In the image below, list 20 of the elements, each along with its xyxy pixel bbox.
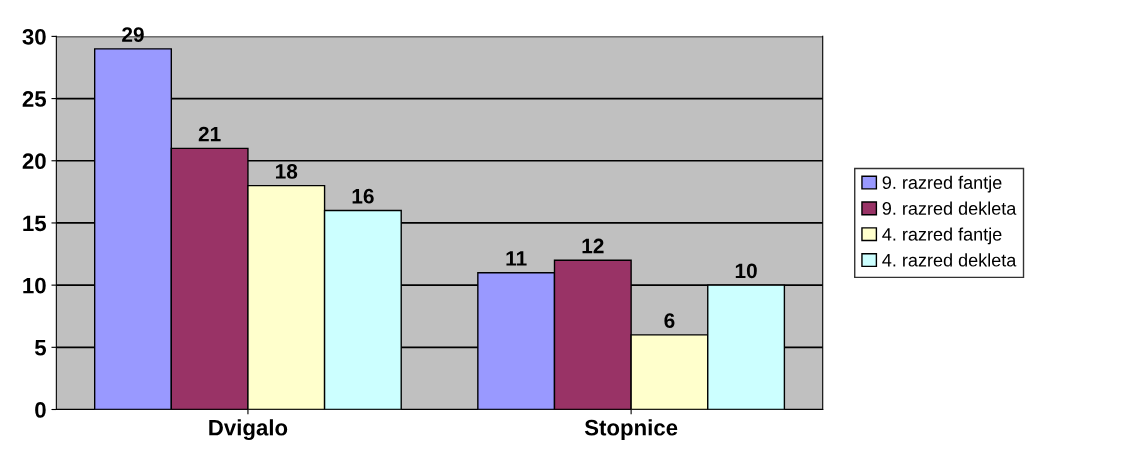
- y-tick-label: 30: [22, 28, 46, 45]
- y-tick-label: 10: [23, 277, 46, 294]
- data-label: 18: [275, 163, 298, 179]
- y-tick-label: 20: [22, 153, 46, 170]
- data-label: 21: [198, 126, 221, 142]
- x-tick-label: Stopnice: [584, 419, 678, 440]
- data-label: 10: [735, 263, 757, 279]
- data-label: 6: [664, 313, 675, 328]
- y-tick-label: 15: [23, 215, 47, 232]
- x-tick-label: Dvigalo: [209, 419, 288, 441]
- legend-label: 9. razred fantje: [882, 175, 1002, 193]
- legend-label: 4. razred dekleta: [882, 253, 1017, 267]
- data-label: 11: [506, 251, 527, 266]
- y-tick-label: 25: [22, 91, 47, 107]
- y-tick-label: 0: [35, 402, 46, 418]
- y-tick-label: 5: [34, 340, 47, 356]
- data-label: 16: [352, 188, 374, 204]
- legend-label: 4. razred fantje: [882, 227, 1002, 245]
- legend-label: 9. razred dekleta: [882, 201, 1017, 215]
- data-label: 12: [582, 238, 604, 254]
